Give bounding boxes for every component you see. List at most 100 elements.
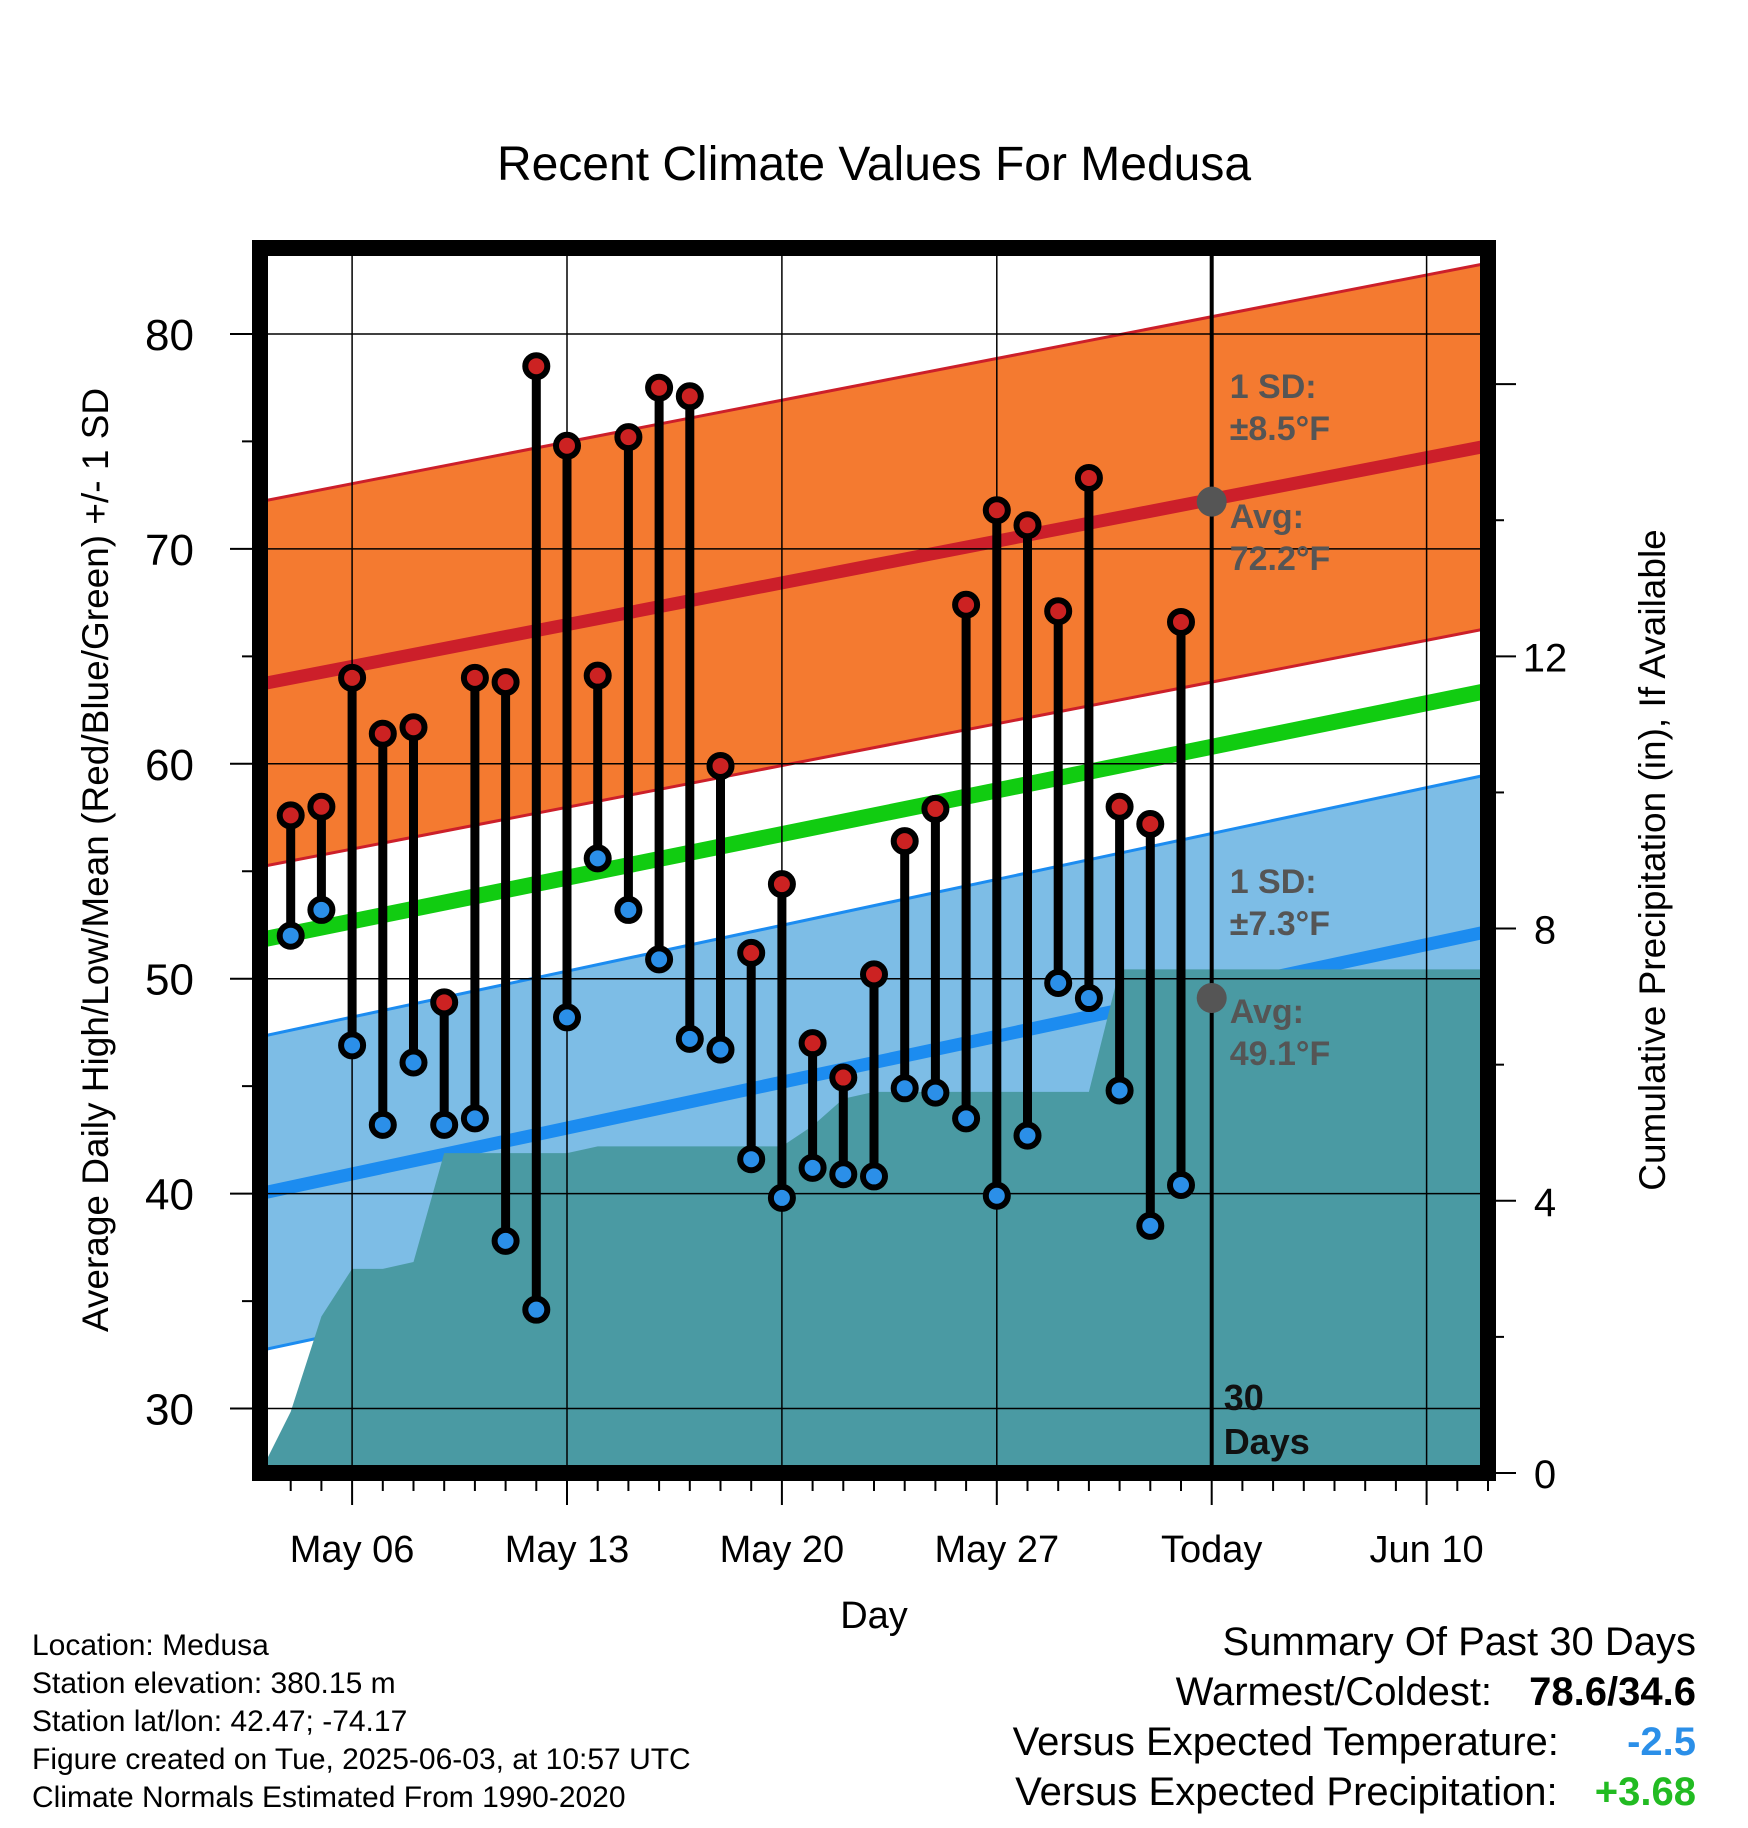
plot-frame — [252, 240, 1496, 1481]
x-tick-label: May 13 — [505, 1529, 630, 1571]
daily-low-point — [1136, 1211, 1165, 1240]
daily-low-point — [430, 1110, 459, 1139]
high-normal-line — [260, 439, 1488, 691]
latlon-text: Station lat/lon: 42.47; -74.17 — [32, 1705, 408, 1738]
low-upper-edge — [260, 773, 1488, 1039]
daily-low-point — [1167, 1171, 1195, 1200]
daily-low-point — [491, 1226, 520, 1255]
y2-tick-label: 0 — [1534, 1453, 1556, 1497]
x-tick-label: Jun 10 — [1370, 1529, 1484, 1571]
daily-low-point — [399, 1048, 428, 1077]
high-sd-annotation: 1 SD: ±8.5°F — [1230, 368, 1330, 448]
daily-high-point — [798, 1029, 827, 1058]
daily-high-point — [368, 719, 397, 748]
daily-high-point — [491, 668, 520, 697]
mean-normal-line — [260, 682, 1488, 948]
y2-tick-label: 8 — [1534, 909, 1556, 953]
high-upper-edge — [260, 261, 1488, 504]
daily-high-point — [921, 794, 950, 823]
daily-low-point — [982, 1181, 1011, 1210]
daily-high-point — [829, 1063, 858, 1092]
precip-row: Versus Expected Precipitation: +3.68 — [1013, 1770, 1696, 1820]
x-tick-label: May 20 — [720, 1529, 845, 1571]
daily-high-point — [1044, 597, 1073, 626]
daily-high-point — [460, 663, 489, 692]
daily-high-point — [430, 988, 459, 1017]
daily-low-point — [829, 1160, 858, 1189]
daily-low-point — [583, 844, 612, 873]
y2-tick-label: 4 — [1534, 1181, 1556, 1225]
high-avg-marker — [1196, 486, 1227, 517]
daily-low-point — [860, 1162, 888, 1191]
high-avg-annotation: Avg: 72.2°F — [1230, 498, 1331, 578]
daily-low-point — [890, 1074, 919, 1103]
temp-label: Versus Expected Temperature: — [1012, 1720, 1559, 1764]
warmest-coldest-value: 78.6/34.6 — [1529, 1670, 1696, 1714]
x-tick-label: Today — [1161, 1529, 1262, 1571]
daily-high-point — [276, 801, 305, 830]
daily-high-point — [1136, 809, 1165, 838]
daily-high-point — [614, 423, 643, 452]
x-tick-label: May 27 — [934, 1529, 1059, 1571]
temp-value: -2.5 — [1627, 1720, 1696, 1764]
daily-low-point — [1013, 1121, 1042, 1150]
daily-high-point — [860, 960, 888, 989]
daily-high-point — [706, 751, 735, 780]
daily-low-point — [1074, 984, 1103, 1013]
precip-label: Versus Expected Precipitation: — [1015, 1770, 1558, 1814]
daily-high-point — [583, 661, 612, 690]
warmest-coldest-label: Warmest/Coldest: — [1175, 1670, 1493, 1714]
daily-high-point — [952, 590, 981, 619]
y-tick-label: 50 — [145, 956, 194, 1005]
daily-low-point — [553, 1003, 581, 1032]
daily-low-point — [1105, 1076, 1134, 1105]
daily-low-point — [1044, 969, 1073, 997]
daily-high-point — [675, 382, 704, 411]
y-tick-label: 30 — [145, 1386, 194, 1435]
daily-high-point — [338, 663, 367, 692]
y2-tick-label: 12 — [1523, 636, 1568, 680]
daily-high-point — [553, 431, 581, 460]
precip-value: +3.68 — [1594, 1770, 1696, 1814]
low-avg-annotation: Avg: 49.1°F — [1230, 993, 1331, 1073]
daily-high-point — [737, 938, 766, 967]
y-tick-label: 80 — [145, 311, 194, 360]
y-tick-label: 70 — [145, 526, 194, 575]
daily-low-point — [767, 1183, 796, 1212]
y2-axis-label: Cumulative Precipitation (in), If Availa… — [1632, 529, 1673, 1191]
daily-low-point — [522, 1295, 551, 1324]
daily-low-point — [675, 1024, 704, 1053]
summary-title: Summary Of Past 30 Days — [1222, 1620, 1696, 1664]
daily-low-point — [737, 1145, 766, 1174]
daily-low-point — [706, 1035, 735, 1064]
y-tick-label: 40 — [145, 1171, 194, 1220]
daily-high-point — [1105, 792, 1134, 821]
x-tick-label: May 06 — [290, 1529, 415, 1571]
daily-low-point — [614, 895, 643, 924]
chart-title: Recent Climate Values For Medusa — [497, 138, 1251, 191]
low-sd-annotation: 1 SD: ±7.3°F — [1230, 863, 1330, 943]
created-text: Figure created on Tue, 2025-06-03, at 10… — [32, 1743, 691, 1776]
daily-high-point — [522, 352, 551, 381]
y-tick-label: 60 — [145, 741, 194, 790]
daily-high-point — [307, 792, 336, 821]
daily-low-point — [460, 1104, 489, 1133]
daily-low-point — [921, 1078, 950, 1107]
daily-low-point — [645, 945, 674, 974]
daily-low-point — [276, 921, 305, 950]
x-axis-label: Day — [840, 1595, 908, 1637]
station-info: Location: Medusa Station elevation: 380.… — [32, 1627, 691, 1817]
summary-panel: Summary Of Past 30 Days Warmest/Coldest:… — [1013, 1620, 1696, 1820]
daily-high-point — [399, 713, 428, 742]
normals-text: Climate Normals Estimated From 1990-2020 — [32, 1781, 626, 1814]
temp-row: Versus Expected Temperature: -2.5 — [1013, 1720, 1696, 1770]
location-text: Location: Medusa — [32, 1629, 269, 1662]
daily-low-point — [307, 895, 336, 924]
daily-high-point — [1013, 511, 1042, 540]
daily-high-point — [645, 373, 674, 402]
daily-high-point — [1074, 463, 1103, 492]
period-label: 30 Days — [1224, 1377, 1310, 1462]
elevation-text: Station elevation: 380.15 m — [32, 1667, 396, 1700]
daily-high-point — [890, 827, 919, 856]
